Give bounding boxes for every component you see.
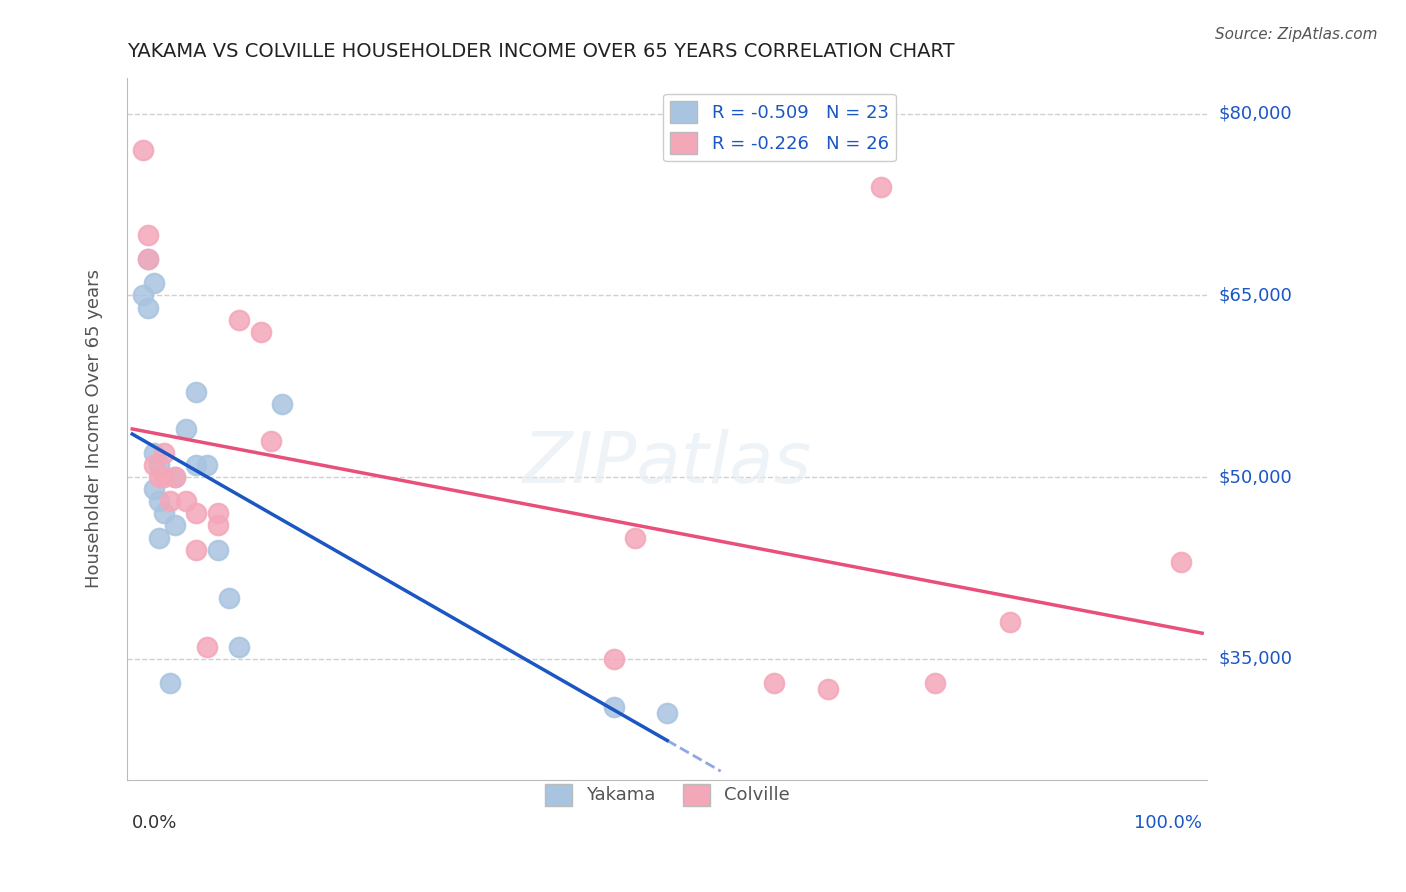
Point <box>1170 555 1192 569</box>
Point <box>998 615 1021 630</box>
Legend: Yakama, Colville: Yakama, Colville <box>537 776 797 813</box>
Point <box>763 676 786 690</box>
Point <box>174 422 197 436</box>
Point <box>207 542 229 557</box>
Point <box>186 507 208 521</box>
Point <box>142 446 165 460</box>
Point <box>228 640 250 654</box>
Point <box>165 470 187 484</box>
Point <box>165 518 187 533</box>
Point <box>924 676 946 690</box>
Point <box>165 470 187 484</box>
Point <box>153 507 176 521</box>
Point <box>186 458 208 472</box>
Point <box>142 458 165 472</box>
Text: Source: ZipAtlas.com: Source: ZipAtlas.com <box>1215 27 1378 42</box>
Point <box>132 288 155 302</box>
Point <box>136 252 159 267</box>
Point <box>186 385 208 400</box>
Point <box>136 301 159 315</box>
Point <box>624 531 647 545</box>
Point <box>136 252 159 267</box>
Point <box>142 277 165 291</box>
Point <box>271 397 294 411</box>
Point <box>186 542 208 557</box>
Point <box>195 640 218 654</box>
Point <box>148 458 170 472</box>
Text: 100.0%: 100.0% <box>1135 814 1202 832</box>
Point <box>132 143 155 157</box>
Point <box>602 700 624 714</box>
Point <box>870 179 893 194</box>
Point <box>817 681 839 696</box>
Text: $50,000: $50,000 <box>1219 468 1292 486</box>
Point <box>602 651 624 665</box>
Point <box>159 494 181 508</box>
Point <box>228 312 250 326</box>
Point <box>153 470 176 484</box>
Point <box>142 482 165 496</box>
Point <box>148 470 170 484</box>
Point <box>218 591 240 606</box>
Point <box>657 706 679 720</box>
Point <box>148 494 170 508</box>
Text: 0.0%: 0.0% <box>132 814 177 832</box>
Point <box>249 325 271 339</box>
Text: ZIPatlas: ZIPatlas <box>523 429 811 499</box>
Point <box>260 434 283 448</box>
Point <box>195 458 218 472</box>
Text: $35,000: $35,000 <box>1219 649 1292 667</box>
Point <box>207 507 229 521</box>
Point <box>174 494 197 508</box>
Point <box>159 676 181 690</box>
Point <box>207 518 229 533</box>
Point <box>136 227 159 242</box>
Point <box>153 446 176 460</box>
Text: $65,000: $65,000 <box>1219 286 1292 304</box>
Text: YAKAMA VS COLVILLE HOUSEHOLDER INCOME OVER 65 YEARS CORRELATION CHART: YAKAMA VS COLVILLE HOUSEHOLDER INCOME OV… <box>127 42 955 61</box>
Y-axis label: Householder Income Over 65 years: Householder Income Over 65 years <box>86 269 103 588</box>
Text: $80,000: $80,000 <box>1219 105 1292 123</box>
Point <box>148 531 170 545</box>
